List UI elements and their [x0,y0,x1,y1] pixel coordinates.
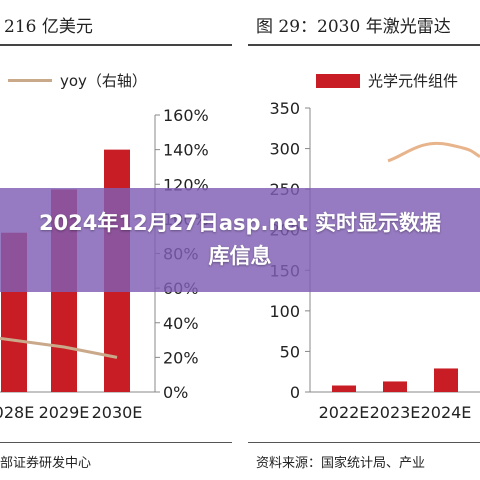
right-source-divider [248,442,480,443]
right-bar [434,368,458,392]
right-y-tick-label: 350 [269,99,300,118]
right-x-tick-label: 2022E [319,403,370,422]
left-right-tick-label: 160% [163,106,209,125]
headline-banner: 2024年12月27日asp.net 实时显示数据库信息 [0,188,480,292]
left-legend-line-swatch [8,79,52,82]
left-title-divider [0,44,232,46]
left-legend-label: yoy（右轴） [60,72,147,90]
left-x-tick-label: 2030E [92,403,143,422]
left-right-tick-label: 140% [163,141,209,160]
right-bar [332,385,356,392]
right-x-tick-label: 2023E [370,403,421,422]
right-legend: 光学元件组件 [316,70,458,91]
right-legend-label: 光学元件组件 [368,72,459,90]
right-y-tick-label: 50 [280,342,300,361]
right-legend-bar-swatch [316,73,360,88]
left-right-tick-label: 40% [163,314,199,333]
left-legend: yoy（右轴） [8,70,147,91]
right-source-note: 资料来源：国家统计局、产业 [256,456,426,471]
left-figure-title: 216 亿美元 [4,17,93,37]
right-bar [383,381,407,392]
left-source-note: 部证券研发中心 [0,456,92,471]
left-right-tick-label: 0% [163,383,188,402]
right-figure-panel: 图 29：2030 年激光雷达 光学元件组件 05010015020025030… [248,0,480,480]
right-y-tick-label: 300 [269,140,300,159]
right-x-tick-label: 2024E [421,403,472,422]
left-yoy-line [0,336,118,359]
headline-text[interactable]: 2024年12月27日asp.net 实时显示数据库信息 [38,211,442,268]
left-x-tick-label: 2029E [39,403,90,422]
right-figure-title: 图 29：2030 年激光雷达 [256,17,451,37]
left-x-tick-label: 028E [0,403,34,422]
right-trend-line [387,141,480,163]
left-right-tick-label: 20% [163,348,199,367]
left-source-divider [0,442,232,443]
right-title-divider [248,44,480,46]
right-y-tick-label: 100 [269,302,300,321]
right-y-tick-label: 0 [290,383,300,402]
